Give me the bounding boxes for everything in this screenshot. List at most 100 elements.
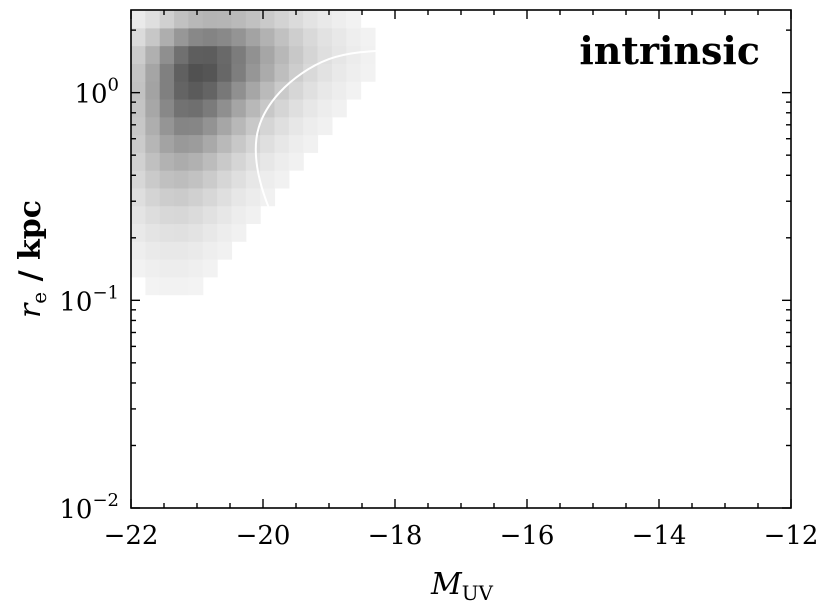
heatmap-cell [188,98,204,118]
heatmap-cell [331,27,347,47]
heatmap-cell [188,170,204,189]
heatmap-cell [202,187,218,207]
y-tick-label: 100 [74,75,119,110]
heatmap-cell [174,63,189,82]
heatmap-cell [217,187,233,207]
heatmap-cell [288,63,304,82]
heatmap-cell [245,134,261,153]
heatmap-cell [174,205,189,225]
heatmap-cell [303,63,319,82]
heatmap-cell [188,10,204,29]
density-contours [254,49,791,508]
heatmap-cell [317,27,333,47]
heatmap-cell [145,98,161,118]
heatmap-cell [245,152,261,171]
heatmap-cell [202,81,218,100]
heatmap-cell [217,98,233,118]
heatmap-cell [159,241,175,260]
heatmap-cell [145,259,161,278]
heatmap-cell [188,223,204,242]
heatmap-cell [346,45,362,64]
heatmap-cell [159,205,175,225]
heatmap-cell [145,27,161,47]
heatmap-cell [131,187,146,207]
heatmap-cell [331,98,347,118]
heatmap-cell [245,170,261,189]
heatmap-cell [231,98,247,118]
heatmap-cell [274,170,290,189]
heatmap-cell [145,241,161,260]
heatmap-cell [331,10,347,29]
heatmap-cell [188,134,204,153]
density-heatmap [131,10,376,296]
heatmap-cell [245,27,261,47]
heatmap-cell [159,223,175,242]
heatmap-cell [346,27,362,47]
heatmap-cell [131,241,146,260]
heatmap-cell [174,116,189,136]
heatmap-cell [202,45,218,64]
heatmap-cell [245,81,261,100]
heatmap-cell [231,134,247,153]
heatmap-cell [331,81,347,100]
axis-ticks [130,10,792,509]
heatmap-cell [260,170,276,189]
heatmap-cell [145,10,161,29]
heatmap-cell [159,81,175,100]
heatmap-cell [288,45,304,64]
heatmap-cell [174,98,189,118]
heatmap-cell [159,134,175,153]
heatmap-cell [131,27,146,47]
heatmap-cell [217,241,233,260]
heatmap-cell [174,170,189,189]
heatmap-cell [188,187,204,207]
heatmap-cell [145,187,161,207]
x-axis-label-main: M [430,567,463,602]
heatmap-cell [274,45,290,64]
heatmap-cell [174,27,189,47]
heatmap-cell [145,152,161,171]
heatmap-cell [159,170,175,189]
heatmap-cell [145,81,161,100]
heatmap-cell [303,134,319,153]
heatmap-cell [217,170,233,189]
x-tick-label: −18 [368,521,423,551]
heatmap-cell [317,10,333,29]
heatmap-cell [360,45,376,64]
y-axis-label-sub: e [27,292,51,304]
heatmap-cell [131,259,146,278]
heatmap-cell [317,116,333,136]
heatmap-cell [245,205,261,225]
x-tick-label: −22 [104,521,159,551]
x-axis-label-sub: UV [462,581,494,605]
heatmap-cell [217,45,233,64]
heatmap-cell [360,63,376,82]
heatmap-cell [131,205,146,225]
heatmap-cell [145,134,161,153]
heatmap-cell [145,205,161,225]
heatmap-cell [159,63,175,82]
heatmap-cell [274,152,290,171]
heatmap-cell [274,98,290,118]
heatmap-cell [188,27,204,47]
heatmap-cell [202,98,218,118]
heatmap-cell [188,116,204,136]
heatmap-cell [303,116,319,136]
heatmap-cell [188,152,204,171]
heatmap-cell [360,27,376,47]
heatmap-cell [188,205,204,225]
heatmap-cell [202,241,218,260]
heatmap-cell [231,10,247,29]
y-tick-label: 10−2 [59,490,119,525]
heatmap-cell [202,223,218,242]
heatmap-cell [202,116,218,136]
heatmap-cell [274,27,290,47]
heatmap-cell [145,223,161,242]
heatmap-cell [346,10,362,29]
heatmap-cell [303,45,319,64]
heatmap-cell [131,223,146,242]
heatmap-cell [159,152,175,171]
heatmap-cell [202,27,218,47]
x-tick-label: −16 [500,521,555,551]
